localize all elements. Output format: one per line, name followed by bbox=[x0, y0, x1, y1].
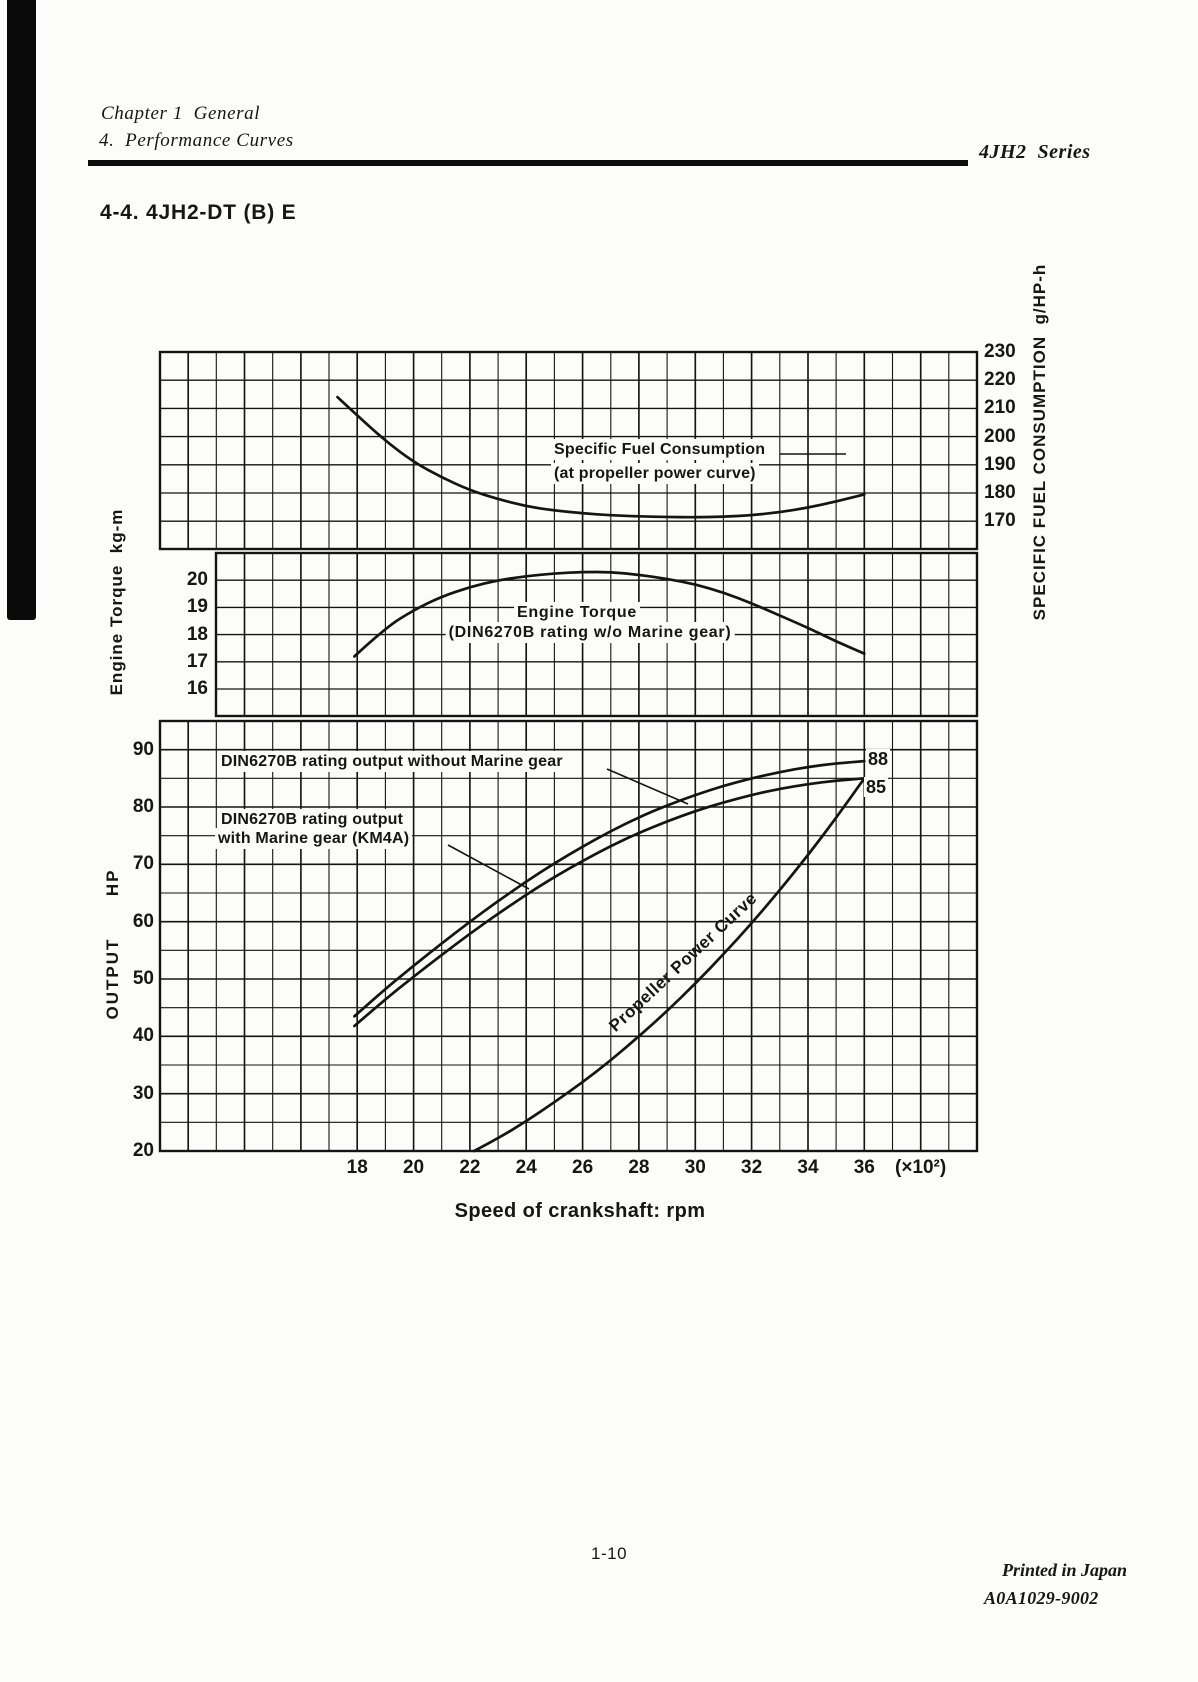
tick-label: 170 bbox=[984, 510, 1016, 532]
tick-label: 20 bbox=[186, 569, 208, 591]
curve-end-value-88: 88 bbox=[866, 749, 891, 769]
annotation-sfc-line2: (at propeller power curve) bbox=[551, 463, 759, 484]
tick-label: 180 bbox=[984, 482, 1016, 503]
annotation-output-with-gear-line2: with Marine gear (KM4A) bbox=[215, 828, 413, 849]
tick-label: 30 bbox=[132, 1082, 154, 1104]
curve-sfc bbox=[336, 395, 866, 519]
tick-label: 90 bbox=[132, 738, 154, 760]
scan-artifact-bar bbox=[7, 0, 36, 620]
tick-label: 40 bbox=[132, 1025, 154, 1047]
y-axis-title-torque: Engine Torque kg-m bbox=[107, 508, 126, 696]
curve-output bbox=[353, 759, 866, 1018]
tick-label: 18 bbox=[346, 1157, 368, 1178]
annotation-torque-line1: Engine Torque bbox=[514, 602, 640, 623]
tick-label: (×10²) bbox=[895, 1157, 947, 1178]
x-axis-title: Speed of crankshaft: rpm bbox=[454, 1200, 706, 1222]
curve-output bbox=[472, 776, 866, 1153]
tick-label: 19 bbox=[186, 596, 208, 618]
annotation-sfc-line1: Specific Fuel Consumption bbox=[551, 439, 769, 460]
tick-label: 50 bbox=[132, 967, 154, 989]
tick-label: 30 bbox=[684, 1157, 706, 1178]
tick-label: 32 bbox=[741, 1157, 763, 1178]
curve-end-value-85: 85 bbox=[864, 777, 889, 797]
tick-label: 70 bbox=[132, 853, 154, 875]
tick-label: 20 bbox=[132, 1139, 154, 1161]
tick-label: 26 bbox=[572, 1157, 594, 1178]
tick-label: 28 bbox=[628, 1157, 650, 1178]
document-code: A0A1029-9002 bbox=[984, 1588, 1099, 1608]
tick-label: 210 bbox=[984, 397, 1016, 419]
annotation-output-with-gear-line1: DIN6270B rating output bbox=[218, 809, 407, 830]
breadcrumb-chapter: Chapter 1 General bbox=[101, 103, 261, 124]
tick-label: 230 bbox=[984, 341, 1016, 362]
tick-label: 60 bbox=[132, 910, 154, 932]
curve-torque bbox=[353, 570, 866, 658]
series-label: 4JH2 Series bbox=[979, 141, 1091, 163]
tick-label: 17 bbox=[186, 650, 208, 672]
printed-in-japan: Printed in Japan bbox=[1002, 1560, 1128, 1580]
curve-output bbox=[353, 776, 866, 1028]
page-title: 4-4. 4JH2-DT (B) E bbox=[100, 201, 297, 224]
tick-label: 190 bbox=[984, 453, 1016, 475]
tick-label: 16 bbox=[186, 678, 208, 699]
tick-label: 24 bbox=[515, 1157, 537, 1178]
annotation-output-without-gear: DIN6270B rating output without Marine ge… bbox=[218, 751, 566, 772]
tick-label: 36 bbox=[853, 1157, 875, 1178]
tick-label: 18 bbox=[186, 623, 208, 645]
annotation-torque-line2: (DIN6270B rating w/o Marine gear) bbox=[445, 622, 735, 643]
tick-label: 220 bbox=[984, 369, 1016, 391]
tick-label: 34 bbox=[797, 1157, 819, 1178]
tick-label: 22 bbox=[459, 1157, 481, 1178]
y-axis-title-output: OUTPUT HP bbox=[103, 868, 122, 1020]
page-number: 1-10 bbox=[591, 1544, 628, 1563]
tick-label: 200 bbox=[984, 425, 1016, 447]
breadcrumb-section: 4. Performance Curves bbox=[99, 130, 294, 151]
tick-label: 20 bbox=[402, 1157, 425, 1178]
tick-label: 80 bbox=[132, 795, 154, 817]
header-rule bbox=[88, 160, 968, 166]
y-axis-title-sfc: SPECIFIC FUEL CONSUMPTION g/HP-h bbox=[1030, 263, 1049, 621]
